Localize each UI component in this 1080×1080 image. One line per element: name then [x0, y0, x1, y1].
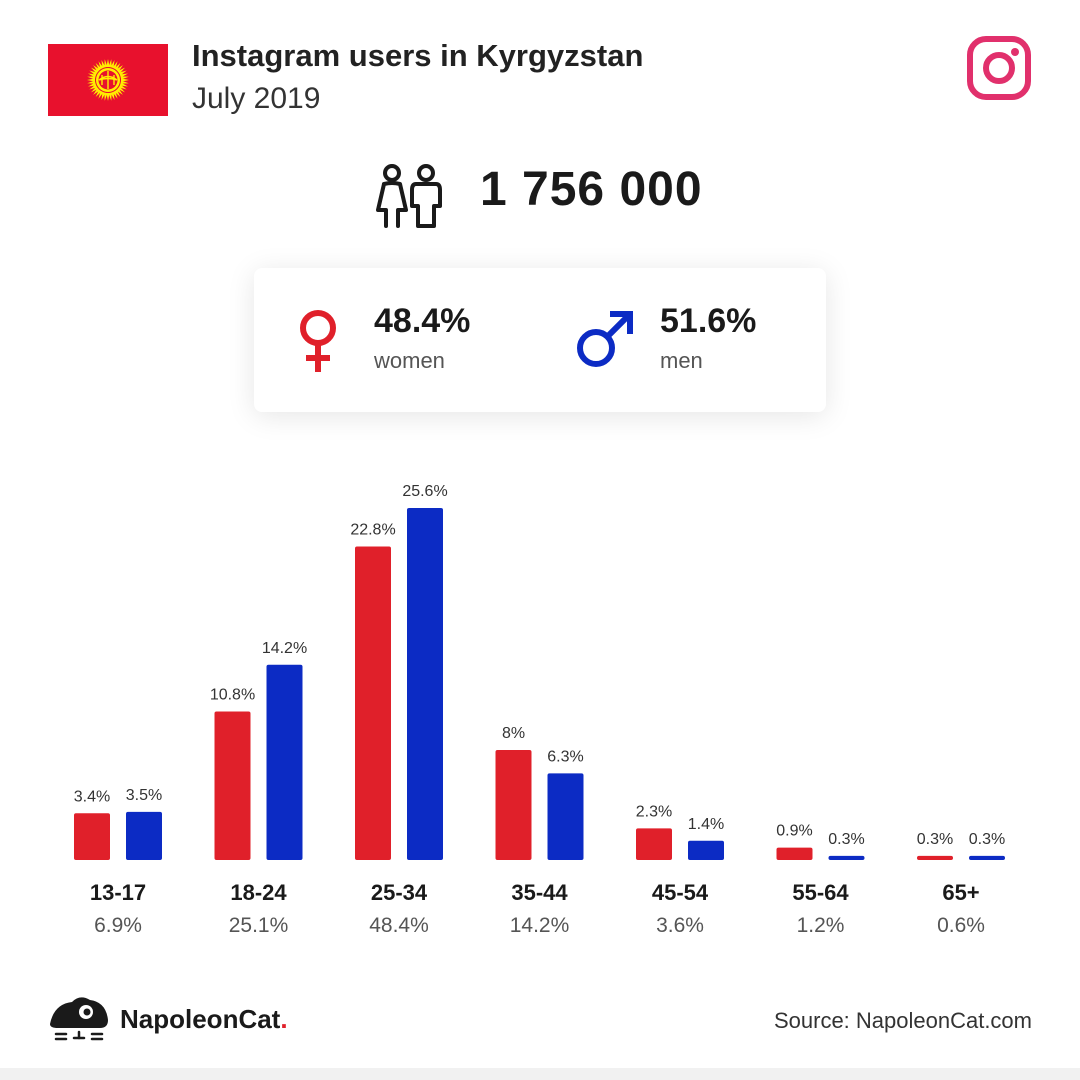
- gender-split-card: 48.4% women 51.6% men: [254, 268, 826, 412]
- category-total-55-64: 1.2%: [797, 914, 845, 937]
- data-label-men-55-64: 0.3%: [828, 831, 864, 848]
- source-credit: Source: NapoleonCat.com: [773, 1008, 1032, 1033]
- category-label-65+: 65+: [942, 880, 979, 905]
- bar-women-55-64: [776, 847, 813, 860]
- data-label-men-25-34: 25.6%: [402, 483, 447, 500]
- data-label-women-65+: 0.3%: [917, 831, 953, 848]
- bar-women-65+: [917, 855, 953, 860]
- data-label-women-55-64: 0.9%: [776, 823, 812, 840]
- data-label-men-18-24: 14.2%: [262, 640, 307, 657]
- bottom-strip: [0, 1068, 1080, 1080]
- people-icon: [376, 164, 442, 228]
- category-label-18-24: 18-24: [230, 880, 287, 905]
- data-label-women-25-34: 22.8%: [350, 522, 395, 539]
- page-subtitle: July 2019: [192, 82, 321, 115]
- bar-women-35-44: [495, 750, 532, 860]
- brand-name-text: NapoleonCat: [120, 1004, 281, 1034]
- data-label-women-13-17: 3.4%: [74, 788, 110, 805]
- category-label-45-54: 45-54: [652, 880, 709, 905]
- bar-women-45-54: [636, 828, 672, 860]
- data-label-men-13-17: 3.5%: [126, 787, 162, 804]
- data-label-women-35-44: 8%: [502, 725, 525, 742]
- category-label-55-64: 55-64: [792, 880, 849, 905]
- category-total-18-24: 25.1%: [229, 914, 289, 937]
- men-label: men: [660, 348, 703, 373]
- mars-icon: [577, 311, 633, 367]
- bar-men-13-17: [126, 811, 162, 860]
- total-users-value: 1 756 000: [480, 163, 703, 216]
- bar-women-25-34: [355, 546, 391, 860]
- brand-dot: .: [280, 1004, 288, 1034]
- data-label-women-18-24: 10.8%: [210, 687, 255, 704]
- bar-men-45-54: [688, 840, 724, 860]
- bar-women-13-17: [74, 813, 110, 860]
- venus-icon: [300, 310, 336, 372]
- category-total-13-17: 6.9%: [94, 914, 142, 937]
- women-percentage: 48.4%: [374, 302, 471, 340]
- bar-men-25-34: [407, 508, 443, 860]
- data-label-women-45-54: 2.3%: [636, 803, 672, 820]
- men-percentage: 51.6%: [660, 302, 757, 340]
- instagram-icon: [967, 36, 1031, 100]
- category-total-65+: 0.6%: [937, 914, 985, 937]
- category-total-45-54: 3.6%: [656, 914, 704, 937]
- category-total-35-44: 14.2%: [510, 914, 570, 937]
- bar-women-18-24: [214, 711, 251, 860]
- data-label-men-45-54: 1.4%: [688, 816, 724, 833]
- bar-men-18-24: [266, 664, 303, 860]
- data-label-men-35-44: 6.3%: [547, 748, 583, 765]
- napoleoncat-logo-icon: [50, 997, 108, 1041]
- brand-name: NapoleonCat.: [120, 1004, 288, 1035]
- kyrgyzstan-flag-icon: [48, 44, 168, 116]
- bar-men-35-44: [547, 773, 584, 860]
- category-label-35-44: 35-44: [511, 880, 568, 905]
- category-label-13-17: 13-17: [90, 880, 146, 905]
- category-label-25-34: 25-34: [371, 880, 428, 905]
- page-title: Instagram users in Kyrgyzstan: [192, 38, 644, 73]
- bar-men-55-64: [828, 855, 865, 860]
- category-total-25-34: 48.4%: [369, 914, 429, 937]
- data-label-men-65+: 0.3%: [969, 831, 1005, 848]
- age-gender-bar-chart: 3.4% 3.5% 13-17 6.9% 10.8% 14.2% 18-24 25.1% 22.…: [74, 483, 1005, 937]
- women-label: women: [374, 348, 445, 373]
- bar-men-65+: [969, 855, 1005, 860]
